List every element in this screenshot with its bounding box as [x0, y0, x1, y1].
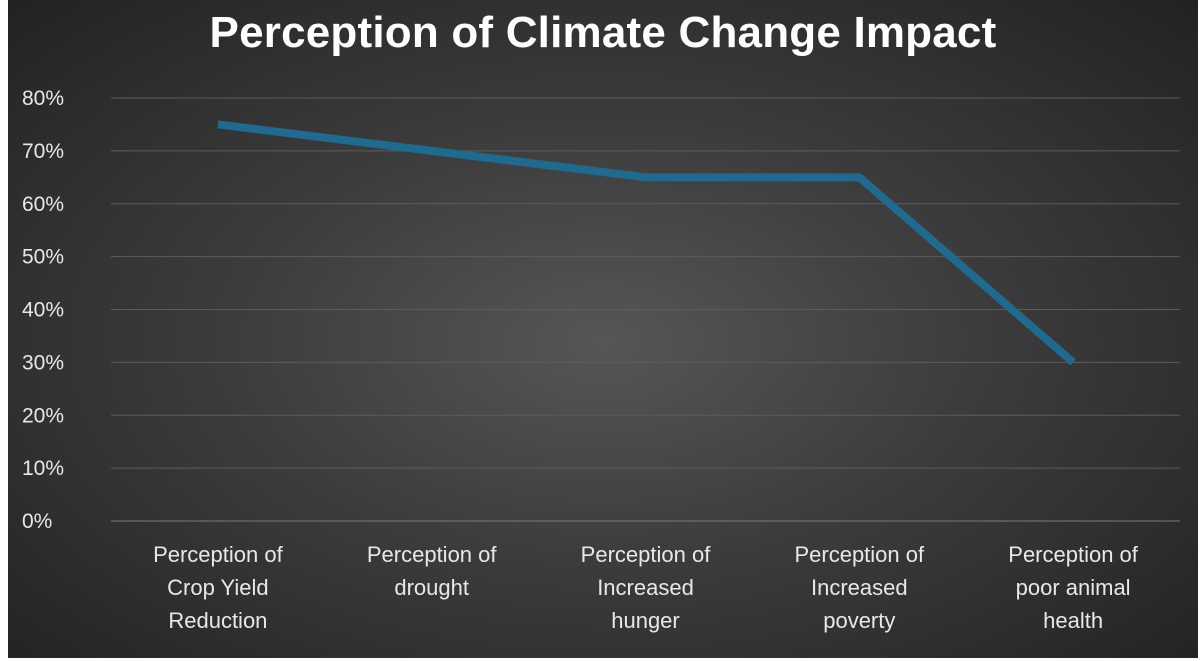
x-tick-label-line: Perception of	[1008, 542, 1138, 567]
x-tick-label: Perception of poor animal health	[978, 538, 1168, 637]
y-tick-label: 60%	[22, 193, 64, 216]
y-tick-label: 0%	[22, 510, 52, 533]
series-line	[217, 120, 1076, 366]
x-tick-label-line: poor animal	[1015, 575, 1131, 600]
x-tick-label-line: hunger	[611, 608, 680, 633]
x-tick-label: Perception of Crop Yield Reduction	[123, 538, 313, 637]
x-tick-label-line: Perception of	[366, 542, 497, 567]
x-tick-label-line: Crop Yield	[167, 575, 269, 600]
y-axis-ticks: 0% 10% 20% 30% 40% 50% 60% 70% 80%	[22, 87, 64, 533]
x-tick-label-line: Increased	[810, 575, 908, 600]
chart-frame: Perception of Climate Change Impact 0% 10…	[8, 0, 1198, 658]
x-tick-label-line: Increased	[597, 575, 694, 600]
x-tick-label: Perception of drought	[337, 538, 527, 604]
y-tick-label: 30%	[22, 351, 64, 374]
y-tick-label: 50%	[22, 246, 64, 269]
y-tick-label: 20%	[22, 404, 64, 427]
x-tick-label-line: health	[1043, 608, 1104, 633]
x-tick-label-line: Perception of	[794, 542, 925, 567]
x-tick-label: Perception of Increased poverty	[764, 538, 954, 637]
y-tick-label: 70%	[22, 140, 64, 163]
x-tick-label-line: drought	[394, 575, 469, 600]
y-tick-label: 40%	[22, 299, 64, 322]
gridlines	[111, 97, 1180, 522]
chart-title: Perception of Climate Change Impact	[209, 8, 997, 57]
y-tick-label: 10%	[22, 457, 64, 480]
x-tick-label-line: poverty	[823, 608, 896, 633]
x-tick-label-line: Reduction	[168, 608, 268, 633]
series-layer	[217, 120, 1076, 366]
y-tick-label: 80%	[22, 87, 64, 110]
x-tick-label-line: Perception of	[580, 542, 711, 567]
x-tick-label: Perception of Increased hunger	[551, 538, 741, 637]
x-tick-label-line: Perception of	[153, 542, 283, 567]
plot-area: 0% 10% 20% 30% 40% 50% 60% 70% 80%	[22, 87, 1180, 533]
